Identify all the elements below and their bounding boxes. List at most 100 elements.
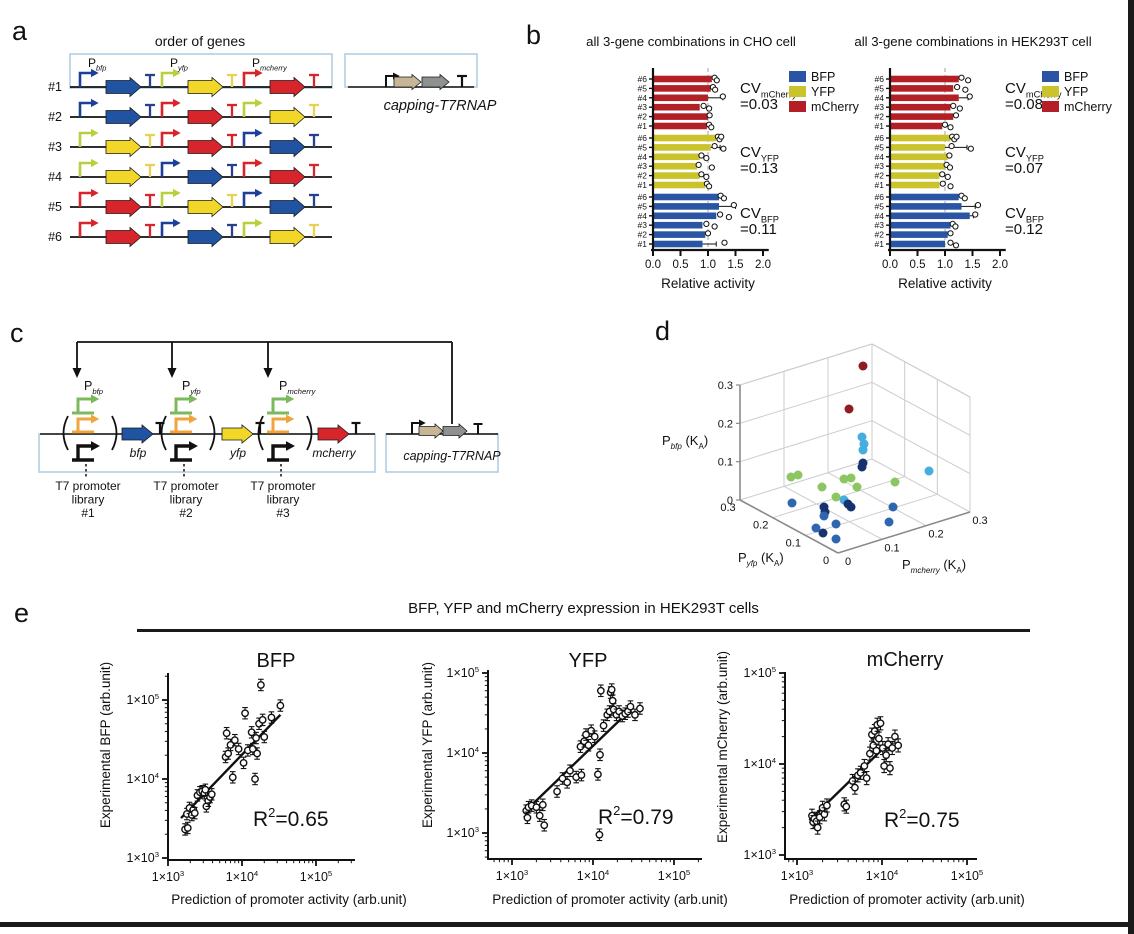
x-tick-label: 0.5 xyxy=(673,259,689,271)
x-tick-label: 1×105 xyxy=(951,868,983,883)
gene-arrow-icon xyxy=(393,73,422,91)
cv-label: CVBFP xyxy=(740,205,779,225)
promoter-arrowhead-icon xyxy=(91,188,99,198)
bar-label: #1 xyxy=(638,239,648,249)
library-label: T7 promoter xyxy=(250,479,315,493)
promoter-icon xyxy=(76,397,92,413)
promoter-icon xyxy=(174,397,190,413)
cv-label: CVYFP xyxy=(740,144,779,164)
grid-line xyxy=(739,381,873,424)
data-point xyxy=(626,702,635,711)
data-point xyxy=(260,733,269,741)
data-point xyxy=(852,482,862,492)
replicate-dot xyxy=(952,223,959,230)
replicate-dot xyxy=(947,124,954,131)
promoter-arrowhead-icon xyxy=(255,98,263,108)
plot-title: YFP xyxy=(569,650,608,672)
data-point xyxy=(276,701,285,710)
replicate-dot xyxy=(730,202,737,209)
bar xyxy=(653,172,700,179)
replicate-dot xyxy=(721,239,728,246)
panel-e-underline xyxy=(137,629,1030,632)
promoter-arrowhead-icon xyxy=(91,158,99,168)
replicate-dot xyxy=(719,93,726,100)
replicate-dot xyxy=(708,164,715,171)
bar-label: #4 xyxy=(875,152,885,162)
panel-e-title: BFP, YFP and mCherry expression in HEK29… xyxy=(408,600,759,617)
data-point xyxy=(224,749,233,758)
grid-line xyxy=(871,420,971,475)
bar xyxy=(653,212,717,220)
replicate-dot xyxy=(706,183,713,190)
data-point xyxy=(858,361,868,371)
replicate-dot xyxy=(946,164,954,171)
x-tick-label: 1.0 xyxy=(937,259,953,271)
bar-label: #1 xyxy=(875,239,885,249)
replicate-dot xyxy=(703,173,710,180)
z-tick-label: 0.3 xyxy=(718,380,733,392)
promoter-arrowhead-icon xyxy=(173,188,181,198)
library-label: #1 xyxy=(81,506,95,520)
data-point xyxy=(891,732,899,741)
data-point xyxy=(831,519,841,529)
bar xyxy=(653,103,700,111)
promoter-icon xyxy=(242,191,256,207)
promoter-arrowhead-icon xyxy=(91,68,99,78)
data-point xyxy=(523,813,532,822)
promoter-icon xyxy=(242,161,256,177)
legend-label: BFP xyxy=(811,70,835,84)
legend-label: mCherry xyxy=(811,100,860,114)
data-point xyxy=(820,810,829,819)
data-point xyxy=(842,802,851,811)
data-point xyxy=(817,482,827,492)
promoter-icon xyxy=(242,101,256,117)
bar-label: #1 xyxy=(875,180,885,190)
bar-label: #4 xyxy=(638,93,648,103)
x-tick-label: 1.0 xyxy=(700,259,716,271)
bar xyxy=(890,231,948,238)
bar-label: #5 xyxy=(638,83,648,93)
x-tick-label: 0.3 xyxy=(972,515,987,527)
replicate-dot xyxy=(939,171,946,178)
data-point xyxy=(857,462,867,472)
replicate-dot xyxy=(712,86,719,93)
data-point xyxy=(535,811,544,820)
data-point xyxy=(818,528,828,538)
bar xyxy=(890,181,940,189)
paren-left xyxy=(257,415,264,451)
bar xyxy=(890,144,945,151)
gene-arrow-icon xyxy=(269,226,306,248)
row-id: #1 xyxy=(48,80,62,94)
promoter-arrowhead-icon xyxy=(189,394,198,404)
gene-arrow-icon xyxy=(269,136,306,158)
promoter-icon xyxy=(242,221,256,237)
promoter-arrowhead-icon xyxy=(91,218,99,228)
bar-label: #2 xyxy=(875,171,885,181)
replicate-dot xyxy=(700,102,707,110)
promoter-label: Pyfp xyxy=(182,379,201,396)
x-tick-label: 0.2 xyxy=(928,529,943,541)
bar-label: #5 xyxy=(875,83,885,93)
bar xyxy=(653,193,719,201)
promoter-icon xyxy=(160,161,174,177)
figure-border-bottom xyxy=(0,922,1134,927)
data-point xyxy=(831,492,841,502)
chart-title: all 3-gene combinations in HEK293T cell xyxy=(854,34,1091,49)
bar xyxy=(653,75,712,83)
bar xyxy=(653,203,719,210)
x-tick-label: 2.0 xyxy=(755,259,771,271)
promoter-icon xyxy=(78,131,92,147)
x-tick-label: 0 xyxy=(845,556,851,568)
x-tick-label: 0.0 xyxy=(882,259,898,271)
row-id: #6 xyxy=(48,230,62,244)
gene-label: bfp xyxy=(130,446,147,460)
bar-label: #6 xyxy=(638,133,648,143)
bar-label: #4 xyxy=(638,211,648,221)
data-point xyxy=(590,732,599,741)
promoter-label: Pmcherry xyxy=(252,56,288,73)
bar-label: #2 xyxy=(638,171,648,181)
replicate-dot xyxy=(939,180,946,187)
data-point xyxy=(813,823,822,832)
y-tick-label: 0.3 xyxy=(720,502,735,514)
data-point xyxy=(553,787,561,796)
